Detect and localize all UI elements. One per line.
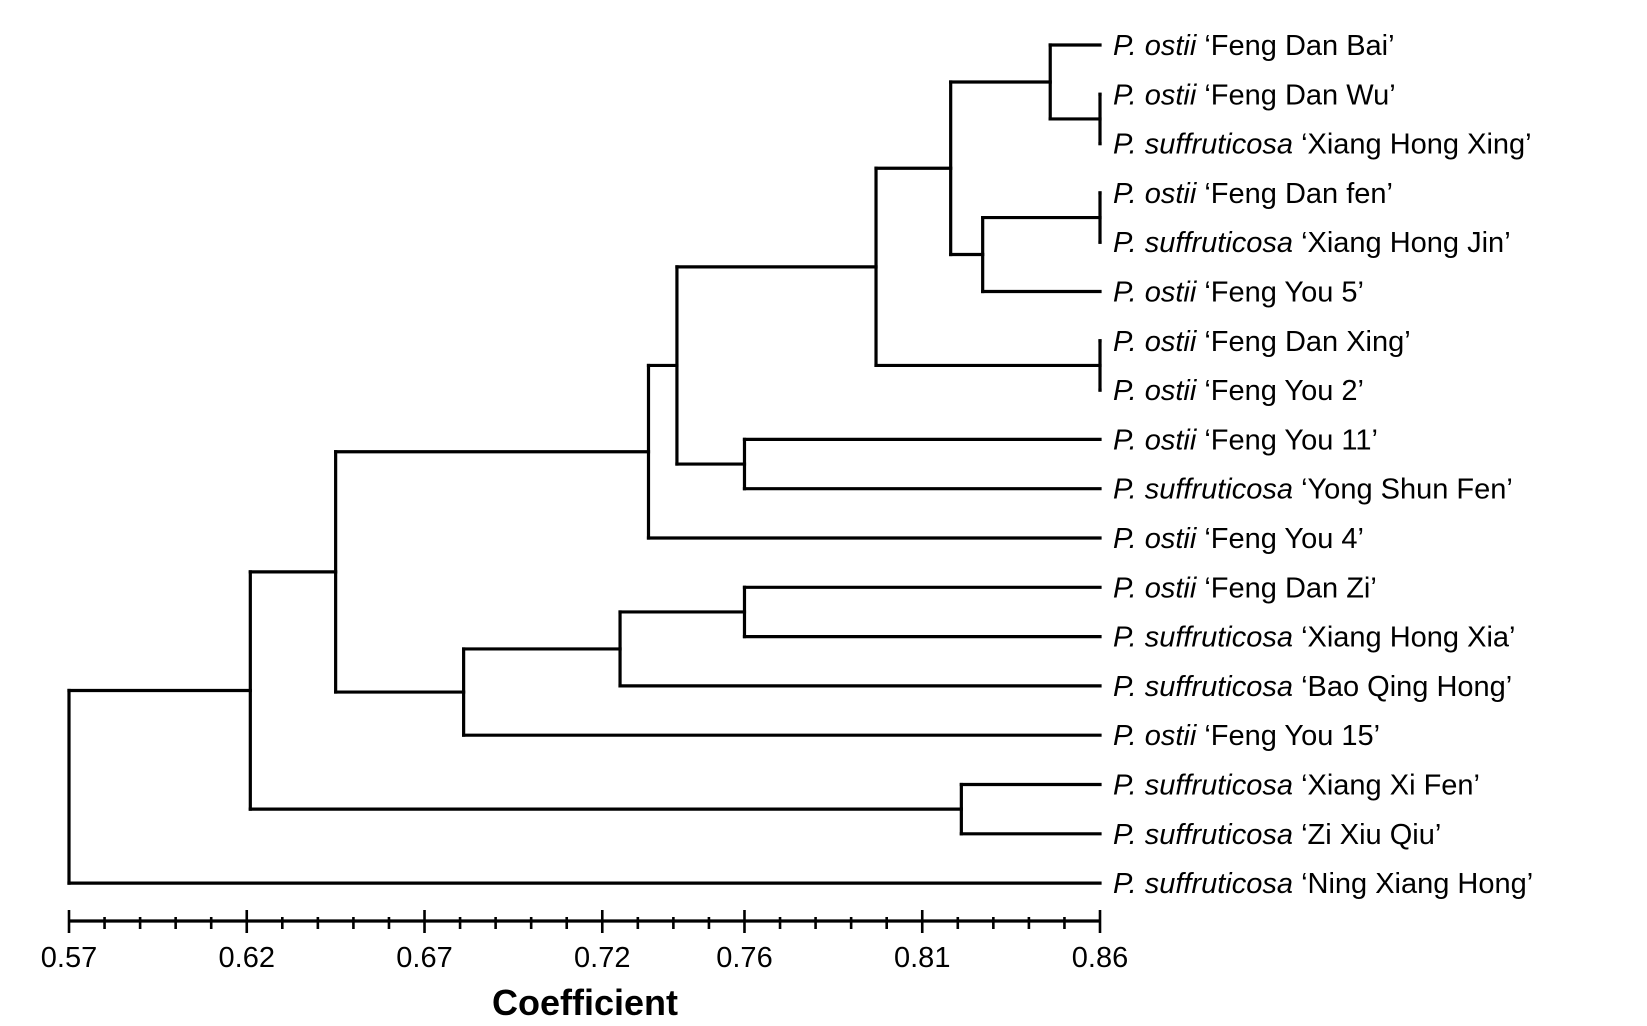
leaf-species: P. ostii [1113,79,1204,111]
leaf-species: P. suffruticosa [1113,227,1301,259]
leaf-label: P. suffruticosa ‘Ning Xiang Hong’ [1113,868,1533,900]
coefficient-axis: 0.57 0.62 0.67 0.72 0.76 0.81 0.86 [41,910,1128,974]
leaf-cultivar: ‘Feng Dan fen’ [1204,178,1393,210]
leaf-label: P. suffruticosa ‘Yong Shun Fen’ [1113,474,1513,506]
leaf-cultivar: ‘Ning Xiang Hong’ [1301,868,1533,900]
leaf-cultivar: ‘Feng You 11’ [1204,424,1378,456]
leaf-species: P. ostii [1113,375,1204,407]
leaf-cultivar: ‘Xiang Hong Jin’ [1301,227,1511,259]
axis-title: Coefficient [492,982,678,1023]
leaf-cultivar: ‘Feng Dan Wu’ [1204,79,1395,111]
leaf-label: P. ostii ‘Feng You 4’ [1113,523,1364,555]
leaf-species: P. suffruticosa [1113,474,1301,506]
leaf-species: P. ostii [1113,30,1204,62]
leaf-cultivar: ‘Xiang Xi Fen’ [1301,770,1480,802]
leaf-species: P. suffruticosa [1113,819,1301,851]
leaf-species: P. ostii [1113,720,1204,752]
leaf-cultivar: ‘Bao Qing Hong’ [1301,671,1512,703]
axis-tick-label: 0.81 [894,942,950,974]
leaf-label: P. suffruticosa ‘Xiang Hong Xing’ [1113,129,1532,161]
leaf-species: P. suffruticosa [1113,622,1301,654]
leaf-label: P. ostii ‘Feng Dan Wu’ [1113,79,1396,111]
leaf-cultivar: ‘Feng Dan Zi’ [1204,572,1376,604]
axis-tick-label: 0.57 [41,942,97,974]
axis-tick-label: 0.86 [1072,942,1128,974]
leaf-label: P. ostii ‘Feng You 11’ [1113,424,1378,456]
leaf-species: P. ostii [1113,326,1204,358]
leaf-cultivar: ‘Xiang Hong Xing’ [1301,129,1532,161]
leaf-cultivar: ‘Feng You 15’ [1204,720,1380,752]
axis-tick-label: 0.72 [574,942,630,974]
leaf-label: P. suffruticosa ‘Xiang Xi Fen’ [1113,770,1480,802]
leaf-species: P. ostii [1113,277,1204,309]
leaf-cultivar: ‘Feng Dan Bai’ [1204,30,1394,62]
leaf-species: P. suffruticosa [1113,868,1301,900]
leaf-cultivar: ‘Feng You 4’ [1204,523,1364,555]
leaf-species: P. ostii [1113,178,1204,210]
leaf-labels: P. ostii ‘Feng Dan Bai’P. ostii ‘Feng Da… [1113,30,1533,900]
leaf-cultivar: ‘Feng Dan Xing’ [1204,326,1410,358]
leaf-cultivar: ‘Feng You 5’ [1204,277,1364,309]
leaf-label: P. suffruticosa ‘Bao Qing Hong’ [1113,671,1512,703]
leaf-cultivar: ‘Xiang Hong Xia’ [1301,622,1515,654]
leaf-species: P. suffruticosa [1113,671,1301,703]
axis-tick-label: 0.76 [716,942,772,974]
leaf-label: P. ostii ‘Feng You 2’ [1113,375,1364,407]
leaf-cultivar: ‘Yong Shun Fen’ [1301,474,1513,506]
leaf-cultivar: ‘Zi Xiu Qiu’ [1301,819,1441,851]
leaf-species: P. ostii [1113,523,1204,555]
leaf-cultivar: ‘Feng You 2’ [1204,375,1364,407]
leaf-label: P. suffruticosa ‘Xiang Hong Xia’ [1113,622,1515,654]
leaf-label: P. ostii ‘Feng Dan Xing’ [1113,326,1411,358]
leaf-label: P. ostii ‘Feng Dan fen’ [1113,178,1393,210]
axis-tick-labels: 0.57 0.62 0.67 0.72 0.76 0.81 0.86 [41,942,1128,974]
leaf-label: P. suffruticosa ‘Zi Xiu Qiu’ [1113,819,1441,851]
leaf-label: P. ostii ‘Feng You 15’ [1113,720,1380,752]
axis-tick-label: 0.67 [396,942,452,974]
dendrogram-branches [67,43,1102,885]
leaf-species: P. suffruticosa [1113,129,1301,161]
leaf-label: P. suffruticosa ‘Xiang Hong Jin’ [1113,227,1511,259]
axis-ticks [67,910,1102,933]
axis-tick-label: 0.62 [219,942,275,974]
leaf-species: P. ostii [1113,424,1204,456]
leaf-species: P. ostii [1113,572,1204,604]
leaf-label: P. ostii ‘Feng You 5’ [1113,277,1364,309]
leaf-label: P. ostii ‘Feng Dan Bai’ [1113,30,1395,62]
leaf-species: P. suffruticosa [1113,770,1301,802]
leaf-label: P. ostii ‘Feng Dan Zi’ [1113,572,1377,604]
